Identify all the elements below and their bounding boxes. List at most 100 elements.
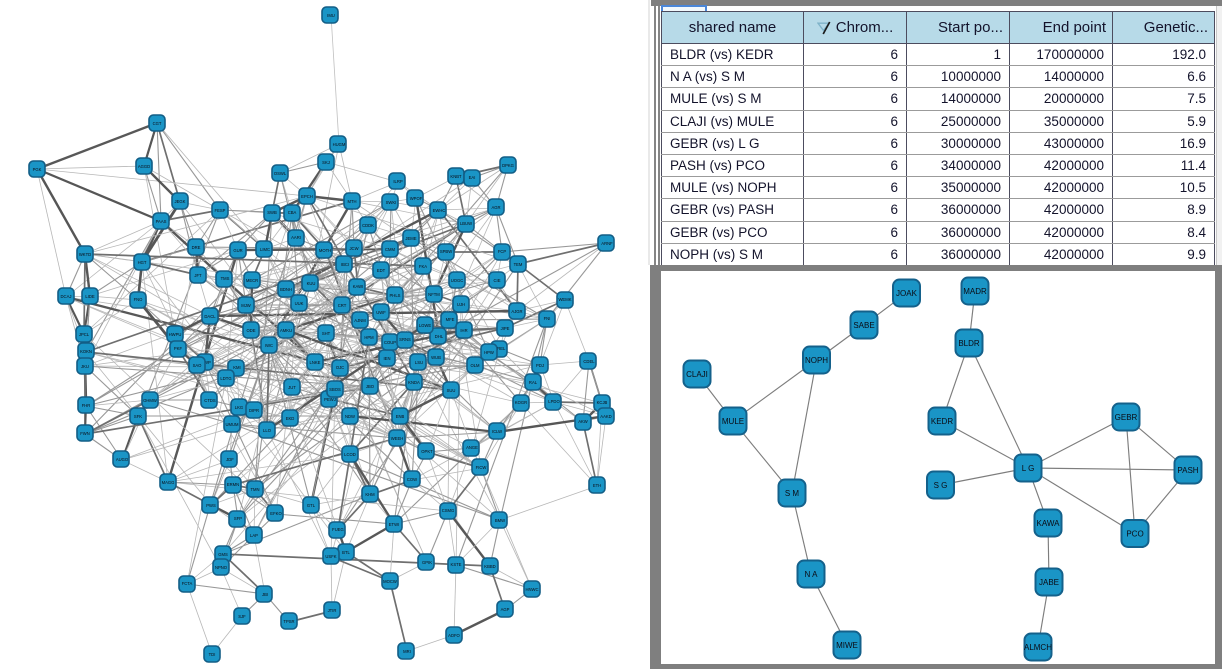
svg-text:KOGR: KOGR bbox=[515, 400, 527, 405]
svg-text:JOAK: JOAK bbox=[896, 289, 918, 298]
svg-text:USFK: USFK bbox=[325, 554, 336, 559]
svg-text:HUGM: HUGM bbox=[333, 142, 346, 147]
svg-text:ERMN: ERMN bbox=[227, 482, 239, 487]
svg-text:GMS: GMS bbox=[218, 552, 228, 557]
svg-text:BDNH: BDNH bbox=[280, 287, 292, 292]
svg-text:TMS: TMS bbox=[221, 276, 230, 281]
svg-text:CDEL: CDEL bbox=[583, 359, 595, 364]
svg-text:CSMG: CSMG bbox=[442, 508, 455, 513]
svg-text:S G: S G bbox=[934, 481, 948, 490]
svg-text:MADR: MADR bbox=[963, 287, 987, 296]
svg-text:HPM: HPM bbox=[364, 335, 374, 340]
svg-text:MAGG: MAGG bbox=[162, 480, 175, 485]
svg-text:L G: L G bbox=[1022, 464, 1035, 473]
svg-text:JDF: JDF bbox=[226, 457, 234, 462]
svg-text:ARNF: ARNF bbox=[601, 241, 613, 246]
svg-text:MJW: MJW bbox=[241, 303, 251, 308]
svg-text:FNO: FNO bbox=[134, 297, 144, 302]
svg-text:FKA: FKA bbox=[419, 264, 427, 269]
svg-text:GTL: GTL bbox=[307, 503, 316, 508]
svg-text:ANGE: ANGE bbox=[466, 445, 478, 450]
svg-text:HPW: HPW bbox=[484, 350, 494, 355]
svg-text:DRE: DRE bbox=[192, 245, 201, 250]
svg-text:JEGK: JEGK bbox=[175, 199, 186, 204]
svg-text:JIPE: JIPE bbox=[501, 326, 510, 331]
svg-text:TEM: TEM bbox=[514, 262, 523, 267]
svg-text:EFKO: EFKO bbox=[270, 511, 282, 516]
svg-text:FICW: FICW bbox=[476, 465, 487, 470]
svg-text:UOGC: UOGC bbox=[451, 278, 464, 283]
svg-text:KOKN: KOKN bbox=[80, 349, 92, 354]
svg-text:IMU: IMU bbox=[327, 13, 335, 18]
svg-text:PHLS: PHLS bbox=[390, 293, 401, 298]
svg-text:LNKE: LNKE bbox=[310, 360, 321, 365]
svg-text:SWB: SWB bbox=[267, 210, 277, 215]
svg-text:KBBD: KBBD bbox=[484, 564, 495, 569]
svg-text:AJGR: AJGR bbox=[511, 309, 522, 314]
svg-text:AGR: AGR bbox=[491, 205, 500, 210]
svg-text:AKW: AKW bbox=[578, 419, 588, 424]
svg-text:FHR: FHR bbox=[82, 403, 91, 408]
svg-text:SKJ: SKJ bbox=[322, 160, 330, 165]
svg-text:LSU: LSU bbox=[415, 360, 423, 365]
svg-text:ETWI: ETWI bbox=[389, 522, 399, 527]
svg-text:ICLW: ICLW bbox=[492, 429, 502, 434]
svg-text:WEEH: WEEH bbox=[391, 436, 404, 441]
svg-text:KHM: KHM bbox=[365, 492, 375, 497]
svg-text:AGP: AGP bbox=[501, 607, 510, 612]
svg-text:OHMW: OHMW bbox=[143, 398, 157, 403]
svg-text:NOPH: NOPH bbox=[805, 356, 828, 365]
svg-text:MOCW: MOCW bbox=[383, 579, 397, 584]
svg-text:JKU: JKU bbox=[81, 364, 89, 369]
svg-text:KAWI: KAWI bbox=[353, 284, 364, 289]
svg-text:GPIK: GPIK bbox=[422, 560, 432, 565]
svg-text:ILRP: ILRP bbox=[393, 179, 403, 184]
svg-text:WEMK: WEMK bbox=[558, 297, 571, 302]
svg-text:LKG: LKG bbox=[235, 405, 243, 410]
svg-text:TREL: TREL bbox=[495, 346, 506, 351]
svg-text:KAWA: KAWA bbox=[1037, 519, 1061, 528]
svg-text:KEDR: KEDR bbox=[931, 417, 953, 426]
svg-text:S M: S M bbox=[785, 489, 800, 498]
svg-text:JCW: JCW bbox=[349, 246, 358, 251]
svg-text:WUB: WUB bbox=[431, 355, 441, 360]
svg-text:RAL: RAL bbox=[529, 380, 538, 385]
svg-text:BMW: BMW bbox=[495, 518, 505, 523]
svg-text:DHL: DHL bbox=[435, 334, 444, 339]
svg-text:ADFO: ADFO bbox=[448, 633, 460, 638]
svg-text:OSWL: OSWL bbox=[274, 171, 287, 176]
svg-text:PKF: PKF bbox=[174, 346, 183, 351]
svg-text:CBA: CBA bbox=[288, 210, 297, 215]
svg-text:IHR: IHR bbox=[460, 328, 467, 333]
svg-text:MFE: MFE bbox=[446, 317, 455, 322]
svg-text:HGT: HGT bbox=[138, 260, 147, 265]
svg-text:UWF: UWF bbox=[376, 310, 386, 315]
svg-text:COW: COW bbox=[407, 477, 417, 482]
svg-text:MECR: MECR bbox=[246, 278, 258, 283]
svg-text:ETH: ETH bbox=[593, 483, 601, 488]
svg-text:NDW: NDW bbox=[345, 414, 355, 419]
svg-text:DCAJ: DCAJ bbox=[61, 294, 72, 299]
svg-text:EPCH: EPCH bbox=[301, 194, 313, 199]
svg-text:N A: N A bbox=[805, 570, 819, 579]
svg-text:CRT: CRT bbox=[338, 303, 347, 308]
svg-text:NPNO: NPNO bbox=[215, 565, 228, 570]
svg-text:SWKI: SWKI bbox=[386, 200, 397, 205]
svg-text:EWHC: EWHC bbox=[433, 208, 446, 213]
svg-text:SPBW: SPBW bbox=[440, 249, 452, 254]
svg-text:HNWC: HNWC bbox=[525, 587, 538, 592]
svg-text:SRNS: SRNS bbox=[399, 337, 411, 342]
svg-text:IWC: IWC bbox=[265, 343, 273, 348]
svg-text:IBCI: IBCI bbox=[341, 262, 349, 267]
svg-text:LIDE: LIDE bbox=[85, 294, 95, 299]
svg-text:KNBT: KNBT bbox=[450, 174, 462, 179]
svg-text:FWN: FWN bbox=[80, 431, 90, 436]
svg-text:PGK: PGK bbox=[33, 167, 42, 172]
svg-text:SBOS: SBOS bbox=[329, 387, 341, 392]
svg-text:JEME: JEME bbox=[405, 236, 416, 241]
svg-text:LIMC: LIMC bbox=[260, 247, 270, 252]
svg-text:ENB: ENB bbox=[396, 414, 405, 419]
svg-text:ALMCH: ALMCH bbox=[1024, 643, 1052, 652]
svg-text:AAKD: AAKD bbox=[600, 414, 611, 419]
svg-text:JABE: JABE bbox=[1039, 578, 1059, 587]
